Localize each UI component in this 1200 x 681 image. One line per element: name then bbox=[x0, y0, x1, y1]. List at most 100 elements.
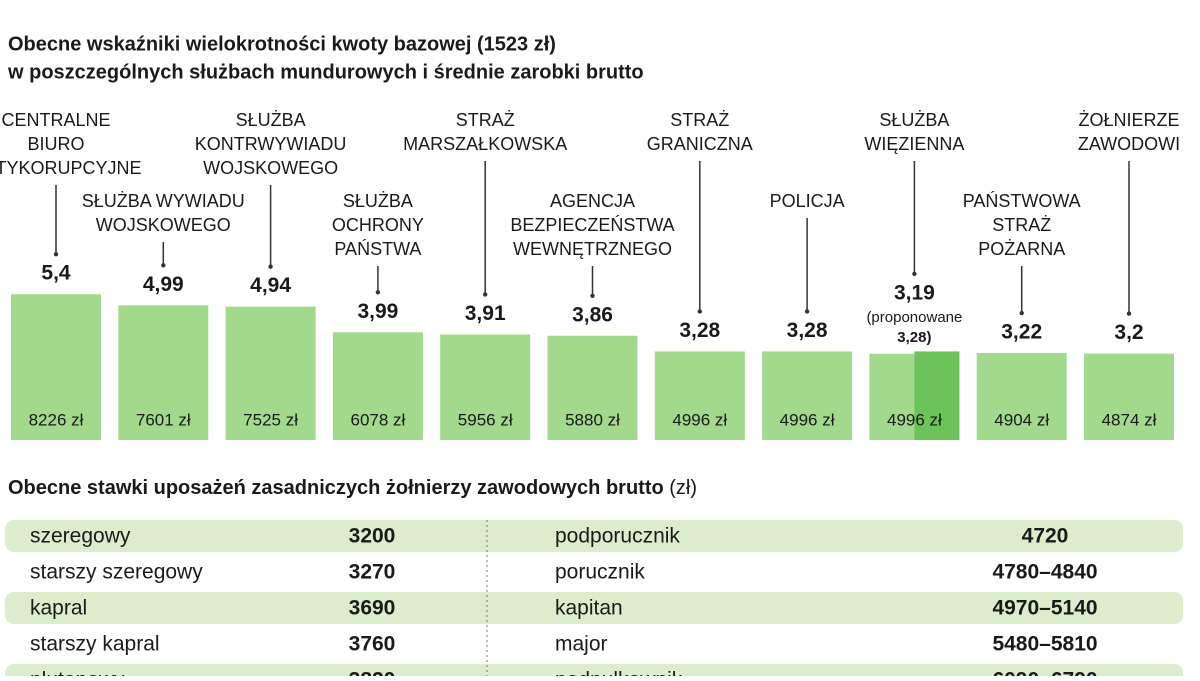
rank-name: kapitan bbox=[555, 597, 623, 620]
value-label: 3,22 bbox=[1001, 321, 1042, 344]
category-label: SŁUŻBA WYWIADU bbox=[82, 191, 245, 211]
salary-label: 8226 zł bbox=[29, 410, 84, 429]
proposed-bar bbox=[914, 351, 960, 440]
leader-dot bbox=[161, 263, 166, 268]
proposed-note: (proponowane bbox=[866, 309, 962, 326]
salary-label: 6078 zł bbox=[350, 410, 405, 429]
category-label: ANTYKORUPCYJNE bbox=[0, 158, 142, 178]
salary-label: 4904 zł bbox=[994, 410, 1049, 429]
value-label: 3,86 bbox=[572, 303, 613, 326]
salary-label: 7601 zł bbox=[136, 410, 191, 429]
category-label: CENTRALNE bbox=[1, 110, 110, 130]
bar bbox=[118, 305, 209, 440]
rank-pay: 3820 bbox=[349, 669, 396, 676]
rank-pay: 3690 bbox=[349, 597, 396, 620]
salary-label: 5880 zł bbox=[565, 410, 620, 429]
row-background bbox=[5, 592, 1183, 624]
category-label: BEZPIECZEŃSTWA bbox=[510, 215, 674, 235]
rank-pay: 4720 bbox=[1022, 525, 1069, 548]
bar bbox=[547, 335, 638, 440]
category-label: PAŃSTWOWA bbox=[963, 191, 1081, 211]
salary-label: 7525 zł bbox=[243, 410, 298, 429]
category-label: MARSZAŁKOWSKA bbox=[403, 134, 567, 154]
category-label: ZAWODOWI bbox=[1078, 134, 1180, 154]
leader-dot bbox=[912, 271, 917, 277]
category-label: STRAŻ bbox=[670, 110, 729, 130]
category-label: WIĘZIENNA bbox=[864, 134, 964, 154]
salary-label: 4996 zł bbox=[887, 410, 942, 429]
rank-name: starszy kapral bbox=[30, 633, 160, 656]
category-label: BIURO bbox=[27, 134, 84, 154]
category-label: OCHRONY bbox=[332, 215, 424, 235]
salary-label: 4996 zł bbox=[672, 410, 727, 429]
value-label: 3,28 bbox=[679, 319, 720, 342]
rank-pay: 5480–5810 bbox=[992, 633, 1097, 656]
value-label: 4,94 bbox=[250, 274, 291, 297]
bar bbox=[332, 332, 423, 440]
rank-name: kapral bbox=[30, 597, 87, 620]
bar bbox=[762, 351, 853, 440]
rank-pay: 3760 bbox=[349, 633, 396, 656]
salary-label: 4996 zł bbox=[780, 410, 835, 429]
category-label: SŁUŻBA bbox=[343, 191, 413, 211]
bar bbox=[11, 294, 101, 440]
salary-label: 4874 zł bbox=[1102, 410, 1157, 429]
leader-dot bbox=[375, 290, 381, 295]
category-label: SŁUŻBA bbox=[236, 110, 306, 130]
category-label: POŻARNA bbox=[978, 239, 1065, 259]
table-unit: (zł) bbox=[669, 477, 697, 499]
subtitle: w poszczególnych służbach mundurowych i … bbox=[7, 61, 644, 83]
value-label: 3,91 bbox=[465, 302, 506, 325]
bar bbox=[225, 306, 316, 440]
category-label: STRAŻ bbox=[456, 110, 515, 130]
leader-dot bbox=[53, 252, 59, 257]
table-title: Obecne stawki uposażeń zasadniczych żołn… bbox=[8, 477, 697, 499]
category-label: PAŃSTWA bbox=[334, 239, 421, 259]
leader-dot bbox=[697, 309, 702, 314]
rank-pay: 3200 bbox=[349, 525, 396, 548]
value-label: 3,99 bbox=[357, 300, 398, 323]
rank-pay: 6090–6790 bbox=[992, 669, 1097, 676]
leader-dot bbox=[1126, 311, 1132, 316]
rank-name: starszy szeregowy bbox=[30, 561, 203, 584]
rank-pay: 4970–5140 bbox=[992, 597, 1097, 620]
value-label: 4,99 bbox=[143, 273, 184, 296]
value-label: 3,2 bbox=[1114, 321, 1143, 344]
leader-dot bbox=[483, 292, 488, 297]
rank-name: plutonowy bbox=[30, 669, 125, 676]
leader-dot bbox=[268, 264, 273, 269]
category-label: WOJSKOWEGO bbox=[96, 215, 231, 235]
value-label: 3,28 bbox=[787, 319, 828, 342]
category-label: WOJSKOWEGO bbox=[203, 158, 338, 178]
value-label: 3,19 bbox=[894, 281, 935, 304]
row-background bbox=[5, 520, 1183, 552]
rank-name: podporucznik bbox=[555, 525, 680, 548]
value-label: 5,4 bbox=[41, 262, 71, 285]
salary-label: 5956 zł bbox=[458, 410, 513, 429]
bar bbox=[976, 353, 1067, 440]
category-label: KONTRWYWIADU bbox=[195, 134, 347, 154]
proposed-label: 3,28) bbox=[897, 329, 931, 346]
rank-name: podpułkownik bbox=[555, 669, 683, 676]
category-label: SŁUŻBA bbox=[879, 110, 949, 130]
rank-name: porucznik bbox=[555, 561, 645, 584]
bar bbox=[654, 351, 745, 440]
rank-pay: 3270 bbox=[349, 561, 396, 584]
category-label: ŻOŁNIERZE bbox=[1078, 110, 1179, 130]
rank-name: szeregowy bbox=[30, 525, 131, 548]
leader-dot bbox=[590, 293, 595, 298]
category-label: POLICJA bbox=[770, 191, 845, 211]
subtitle: Obecne wskaźniki wielokrotności kwoty ba… bbox=[8, 33, 556, 55]
rank-name: major bbox=[555, 633, 608, 656]
category-label: GRANICZNA bbox=[647, 134, 753, 154]
category-label: WEWNĘTRZNEGO bbox=[513, 239, 672, 259]
table-title-text: Obecne stawki uposażeń zasadniczych żołn… bbox=[8, 477, 664, 499]
bar bbox=[1084, 353, 1174, 440]
leader-dot bbox=[1019, 310, 1024, 316]
rank-pay: 4780–4840 bbox=[992, 561, 1097, 584]
leader-dot bbox=[804, 309, 810, 314]
category-label: AGENCJA bbox=[550, 191, 635, 211]
category-label: STRAŻ bbox=[992, 215, 1051, 235]
bar bbox=[440, 334, 531, 440]
